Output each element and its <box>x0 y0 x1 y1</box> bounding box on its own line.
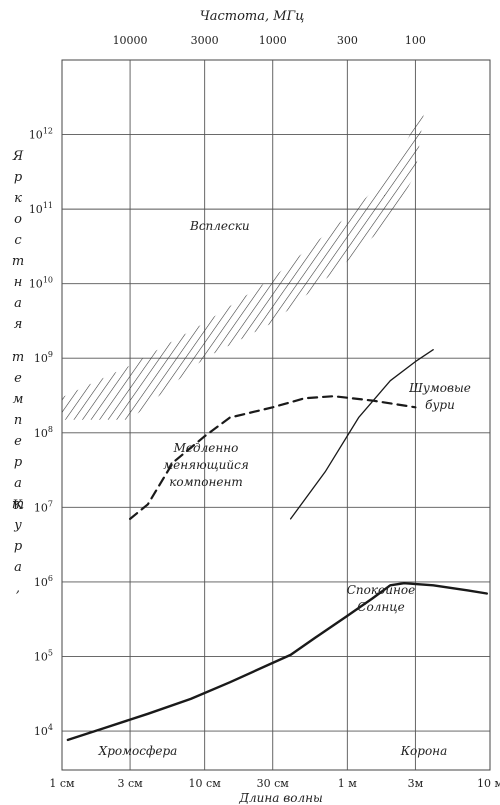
x-tick-label: 30 см <box>257 777 290 790</box>
y-label-letter: я <box>14 317 23 332</box>
y-label-letter: к <box>14 191 22 206</box>
annotation-label: Корона <box>400 744 447 758</box>
annotation-label: Шумовые бури <box>408 381 471 412</box>
y-label-letter: у <box>13 518 22 533</box>
y-label-letter: р <box>14 539 23 554</box>
y-tick-label: 109 <box>34 350 53 365</box>
x-tick-label: 10 м <box>477 777 500 790</box>
x-tick-label: 3м <box>408 777 424 790</box>
x-tick-label: 1 м <box>338 777 357 790</box>
series-line-0 <box>66 582 488 742</box>
y-label-letter: с <box>14 233 22 248</box>
y-tick-label: 108 <box>34 425 53 440</box>
y-tick-label: 106 <box>34 574 53 589</box>
band-hatched <box>62 104 425 420</box>
y-label-letter: , <box>16 581 20 596</box>
x-tick-label: 10 см <box>189 777 222 790</box>
y-label-letter: а <box>14 296 22 311</box>
series-line-1 <box>129 395 417 520</box>
x-axis-label: Длина волны <box>238 791 323 805</box>
series <box>66 349 488 742</box>
top-axis-label: Частота, МГц <box>200 9 305 24</box>
top-tick-label: 3000 <box>191 34 219 47</box>
y-label-unit: К <box>13 498 23 513</box>
annotations: Всплески Медленно меняющийся компонент Шумов… <box>98 219 471 758</box>
annotation-label: Спокойное Солнце <box>347 583 415 614</box>
y-label-letter: р <box>14 455 23 470</box>
y-label-letter: т <box>12 497 24 512</box>
y-label-letter: е <box>14 434 22 449</box>
series-line-2 <box>289 349 434 520</box>
y-tick-label: 105 <box>34 648 53 663</box>
top-axis-ticks: 10000 3000 1000 300 100 <box>113 34 426 47</box>
bands <box>62 104 425 420</box>
y-label-letter: п <box>14 413 22 428</box>
annotation-label: Хромосфера <box>98 744 178 758</box>
top-tick-label: 10000 <box>113 34 148 47</box>
y-label-letter: м <box>13 392 24 407</box>
x-axis-ticks: 1 см 3 см 10 см 30 см 1 м 3м 10 м <box>49 777 500 790</box>
top-tick-label: 100 <box>405 34 426 47</box>
y-axis-ticks: 104 105 106 107 108 109 1010 1011 1012 <box>29 127 53 738</box>
y-tick-label: 104 <box>34 723 53 738</box>
y-label-letter: а <box>14 560 22 575</box>
top-tick-label: 300 <box>337 34 358 47</box>
annotation-label: Всплески <box>189 219 250 233</box>
y-tick-label: 1010 <box>29 276 53 291</box>
top-tick-label: 1000 <box>259 34 287 47</box>
y-label-letter: т <box>12 254 24 269</box>
x-tick-label: 1 см <box>49 777 75 790</box>
y-label-letter: т <box>12 350 24 365</box>
y-label-letter: е <box>14 371 22 386</box>
y-tick-label: 1011 <box>29 201 53 216</box>
y-label-letter: н <box>14 275 23 290</box>
y-tick-label: 1012 <box>29 127 53 142</box>
x-tick-label: 3 см <box>117 777 143 790</box>
y-label-letter: Я <box>12 149 24 164</box>
y-tick-label: 107 <box>34 499 53 514</box>
y-label-letter: о <box>14 212 22 227</box>
y-label-letter: р <box>14 170 23 185</box>
annotation-label: Медленно меняющийся компонент <box>163 441 249 489</box>
y-label-letter: а <box>14 476 22 491</box>
